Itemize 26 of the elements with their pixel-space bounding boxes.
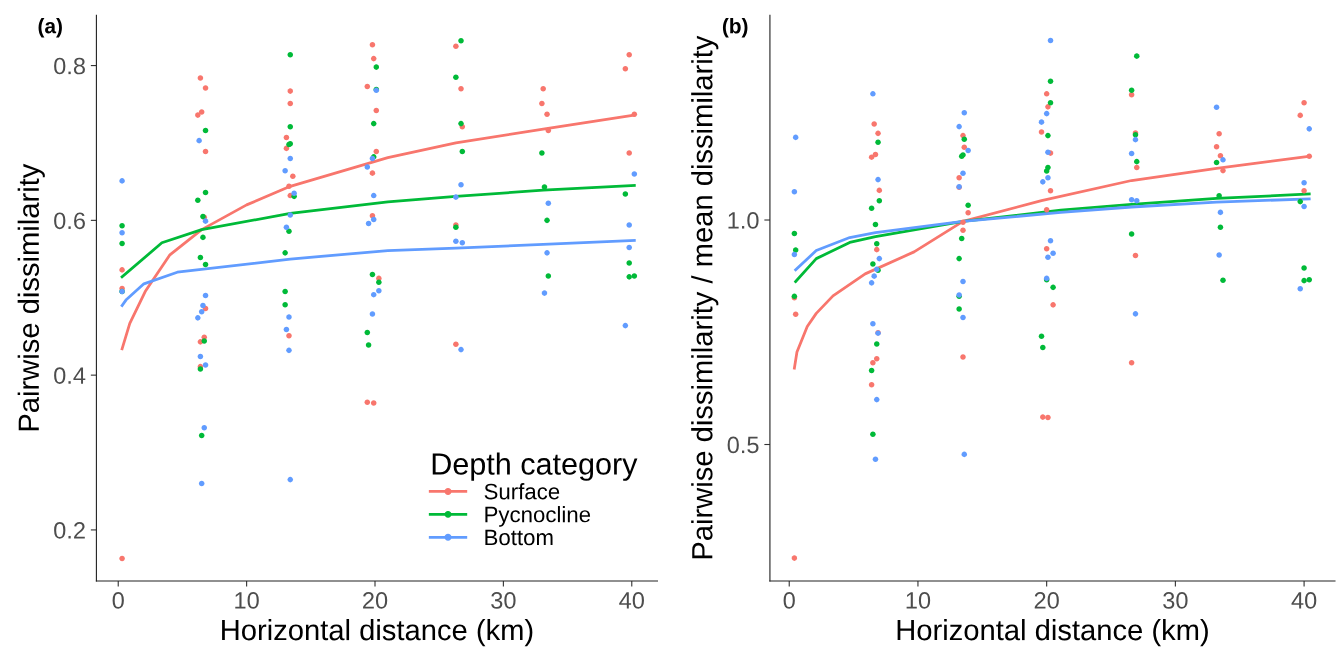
legend-label: Pycnocline <box>485 506 591 527</box>
text: (a) <box>38 18 62 38</box>
y-axis-title: Pairwise dissimilarity / mean dissimilarity <box>691 35 719 559</box>
legend-title: Depth category <box>432 452 638 481</box>
y-tick-label: 0.5 <box>727 436 759 454</box>
legend-label: Bottom <box>485 529 553 546</box>
x-tick-label: 40 <box>619 592 644 609</box>
x-tick-label: 10 <box>906 592 931 609</box>
y-axis-title: Pairwise dissimilarity <box>17 163 45 431</box>
x-tick-label: 10 <box>235 592 259 609</box>
x-tick-label: 20 <box>1034 592 1059 609</box>
x-axis-title: Horizontal distance (km) <box>897 618 1208 647</box>
x-axis-title: Horizontal distance (km) <box>222 618 533 647</box>
text: (b) <box>722 18 748 38</box>
y-tick-label: 1.0 <box>728 212 759 229</box>
x-tick-label: 20 <box>363 592 388 609</box>
x-tick-label: 0 <box>112 592 124 609</box>
x-tick-label: 30 <box>491 592 516 609</box>
y-tick-label: 0.4 <box>54 367 86 384</box>
x-tick-label: 0 <box>783 592 795 609</box>
x-tick-label: 40 <box>1291 592 1317 609</box>
x-tick-label: 30 <box>1163 592 1188 609</box>
y-tick-label: 0.2 <box>54 521 85 539</box>
y-tick-label: 0.8 <box>54 57 85 75</box>
legend-label: Surface <box>484 483 560 500</box>
y-tick-label: 0.6 <box>54 212 85 230</box>
